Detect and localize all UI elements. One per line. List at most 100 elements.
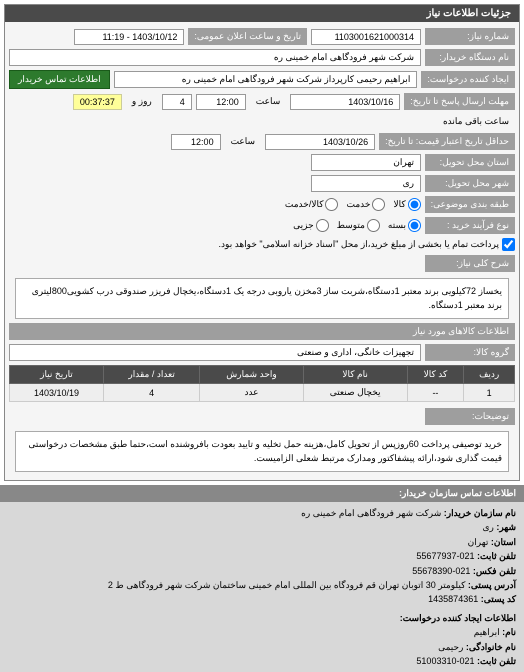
row-need-number: شماره نیاز: 1103001621000314 تاریخ و ساع… bbox=[9, 26, 515, 47]
creator-fname-label: نام: bbox=[502, 627, 516, 637]
buyer-org-label: نام دستگاه خریدار: bbox=[425, 49, 515, 66]
panel-title: جزئیات اطلاعات نیاز bbox=[5, 5, 519, 22]
priority-options: بسته متوسط جزیی bbox=[293, 219, 421, 232]
cell-code: -- bbox=[407, 384, 464, 402]
items-header-row: ردیف کد کالا نام کالا واحد شمارش تعداد /… bbox=[10, 366, 515, 384]
price-validity-time: 12:00 bbox=[171, 134, 221, 150]
priority-note: پرداخت تمام یا بخشی از مبلغ خرید،از محل … bbox=[219, 239, 499, 250]
contact-city-label: شهر: bbox=[496, 522, 516, 532]
priority-note-wrap[interactable]: پرداخت تمام یا بخشی از مبلغ خرید،از محل … bbox=[219, 238, 515, 251]
row-request-creator: ایجاد کننده درخواست: ابراهیم رحیمی کارپر… bbox=[9, 68, 515, 91]
general-desc-text: یخساز 72کیلویی برند معتبر 1دستگاه،شربت س… bbox=[15, 278, 509, 319]
priority-opt-0[interactable]: بسته bbox=[388, 219, 421, 232]
delivery-city-value: ری bbox=[311, 175, 421, 192]
contact-org-label: نام سازمان خریدار: bbox=[444, 508, 516, 518]
cell-qty: 4 bbox=[103, 384, 199, 402]
contact-address-label: آدرس پستی: bbox=[468, 580, 516, 590]
need-number-value: 1103001621000314 bbox=[311, 29, 421, 45]
priority-radio-2[interactable] bbox=[316, 219, 329, 232]
contact-fax-label: تلفن فکس: bbox=[473, 566, 516, 576]
contact-province-line: استان: تهران bbox=[8, 535, 516, 549]
remaining-days: 4 bbox=[162, 94, 192, 110]
contact-city-line: شهر: ری bbox=[8, 520, 516, 534]
col-name: نام کالا bbox=[303, 366, 407, 384]
commodity-radio-2[interactable] bbox=[325, 198, 338, 211]
contact-phone-line: تلفن ثابت: 021-55677937 bbox=[8, 549, 516, 563]
commodity-opt-1[interactable]: خدمت bbox=[346, 198, 385, 211]
announce-dt-label: تاریخ و ساعت اعلان عمومی: bbox=[188, 28, 307, 45]
commodity-type-options: کالا خدمت کالا/خدمت bbox=[285, 198, 421, 211]
remaining-days-label: روز و bbox=[126, 94, 158, 109]
group-label: گروه کالا: bbox=[425, 344, 515, 361]
creator-lname: رحیمی bbox=[438, 642, 463, 652]
buyer-org-value: شرکت شهر فرودگاهی امام خمینی ره bbox=[9, 49, 421, 66]
creator-phone: 021-51003310 bbox=[416, 656, 474, 666]
priority-opt-1[interactable]: متوسط bbox=[337, 219, 380, 232]
price-validity-time-label: ساعت bbox=[225, 134, 262, 149]
col-row: ردیف bbox=[464, 366, 515, 384]
announce-dt-value: 1403/10/12 - 11:19 bbox=[74, 29, 184, 45]
panel-body: شماره نیاز: 1103001621000314 تاریخ و ساع… bbox=[5, 22, 519, 480]
creator-fname-line: نام: ابراهیم bbox=[8, 625, 516, 639]
creator-phone-label: تلفن ثابت: bbox=[477, 656, 516, 666]
contact-address: کیلومتر 30 اتوبان تهران قم فرودگاه بین ا… bbox=[108, 580, 466, 590]
contact-phone: 021-55677937 bbox=[416, 551, 474, 561]
items-section-header: اطلاعات کالاهای مورد نیاز bbox=[9, 323, 515, 340]
cell-unit: عدد bbox=[200, 384, 303, 402]
col-code: کد کالا bbox=[407, 366, 464, 384]
contact-buyer-button[interactable]: اطلاعات تماس خریدار bbox=[9, 70, 110, 89]
items-table: ردیف کد کالا نام کالا واحد شمارش تعداد /… bbox=[9, 365, 515, 402]
deadline-time: 12:00 bbox=[196, 94, 246, 110]
contact-phone-label: تلفن ثابت: bbox=[477, 551, 516, 561]
col-qty: تعداد / مقدار bbox=[103, 366, 199, 384]
delivery-province-value: تهران bbox=[311, 154, 421, 171]
row-buyer-org: نام دستگاه خریدار: شرکت شهر فرودگاهی اما… bbox=[9, 47, 515, 68]
deadline-date: 1403/10/16 bbox=[290, 94, 400, 110]
row-delivery-province: استان محل تحویل: تهران bbox=[9, 152, 515, 173]
creator-section-header: اطلاعات ایجاد کننده درخواست: bbox=[8, 611, 516, 625]
contact-address-line: آدرس پستی: کیلومتر 30 اتوبان تهران قم فر… bbox=[8, 578, 516, 592]
row-commodity-type: طبقه بندی موضوعی: کالا خدمت کالا/خدمت bbox=[9, 194, 515, 215]
contact-fax: 021-55678390 bbox=[412, 566, 470, 576]
delivery-province-label: استان محل تحویل: bbox=[425, 154, 515, 171]
contact-section: نام سازمان خریدار: شرکت شهر فرودگاهی اما… bbox=[0, 502, 524, 672]
priority-opt-1-label: متوسط bbox=[337, 220, 365, 231]
priority-radio-0[interactable] bbox=[408, 219, 421, 232]
creator-fname: ابراهیم bbox=[474, 627, 500, 637]
remaining-suffix: ساعت باقی مانده bbox=[437, 114, 515, 129]
commodity-opt-1-label: خدمت bbox=[346, 199, 370, 210]
contact-postal: 1435874361 bbox=[428, 594, 478, 604]
contact-postal-line: کد پستی: 1435874361 bbox=[8, 592, 516, 606]
commodity-opt-0-label: کالا bbox=[393, 199, 405, 210]
deadline-label: مهلت ارسال پاسخ تا تاریخ: bbox=[404, 93, 515, 110]
commodity-type-label: طبقه بندی موضوعی: bbox=[425, 196, 515, 213]
contact-section-header: اطلاعات تماس سازمان خریدار: bbox=[0, 485, 524, 502]
priority-opt-2[interactable]: جزیی bbox=[293, 219, 329, 232]
need-number-label: شماره نیاز: bbox=[425, 28, 515, 45]
contact-province: تهران bbox=[468, 537, 489, 547]
col-date: تاریخ نیاز bbox=[10, 366, 104, 384]
notes-label: توضیحات: bbox=[425, 408, 515, 425]
group-value: تجهیزات خانگی، اداری و صنعتی bbox=[9, 344, 421, 361]
creator-lname-line: نام خانوادگی: رحیمی bbox=[8, 640, 516, 654]
cell-date: 1403/10/19 bbox=[10, 384, 104, 402]
col-unit: واحد شمارش bbox=[200, 366, 303, 384]
delivery-city-label: شهر محل تحویل: bbox=[425, 175, 515, 192]
commodity-opt-2[interactable]: کالا/خدمت bbox=[285, 198, 339, 211]
priority-opt-2-label: جزیی bbox=[293, 220, 314, 231]
row-notes: توضیحات: bbox=[9, 406, 515, 427]
commodity-radio-0[interactable] bbox=[408, 198, 421, 211]
contact-postal-label: کد پستی: bbox=[481, 594, 516, 604]
priority-label: نوع فرآیند خرید : bbox=[425, 217, 515, 234]
contact-province-label: استان: bbox=[491, 537, 516, 547]
row-priority: نوع فرآیند خرید : بسته متوسط جزیی پرداخت… bbox=[9, 215, 515, 253]
general-desc-label: شرح کلی نیاز: bbox=[425, 255, 515, 272]
row-deadline: مهلت ارسال پاسخ تا تاریخ: 1403/10/16 ساع… bbox=[9, 91, 515, 131]
row-delivery-city: شهر محل تحویل: ری bbox=[9, 173, 515, 194]
commodity-opt-0[interactable]: کالا bbox=[393, 198, 420, 211]
row-general-desc: شرح کلی نیاز: bbox=[9, 253, 515, 274]
creator-phone-line: تلفن ثابت: 021-51003310 bbox=[8, 654, 516, 668]
commodity-radio-1[interactable] bbox=[372, 198, 385, 211]
priority-radio-1[interactable] bbox=[367, 219, 380, 232]
priority-note-checkbox[interactable] bbox=[502, 238, 515, 251]
